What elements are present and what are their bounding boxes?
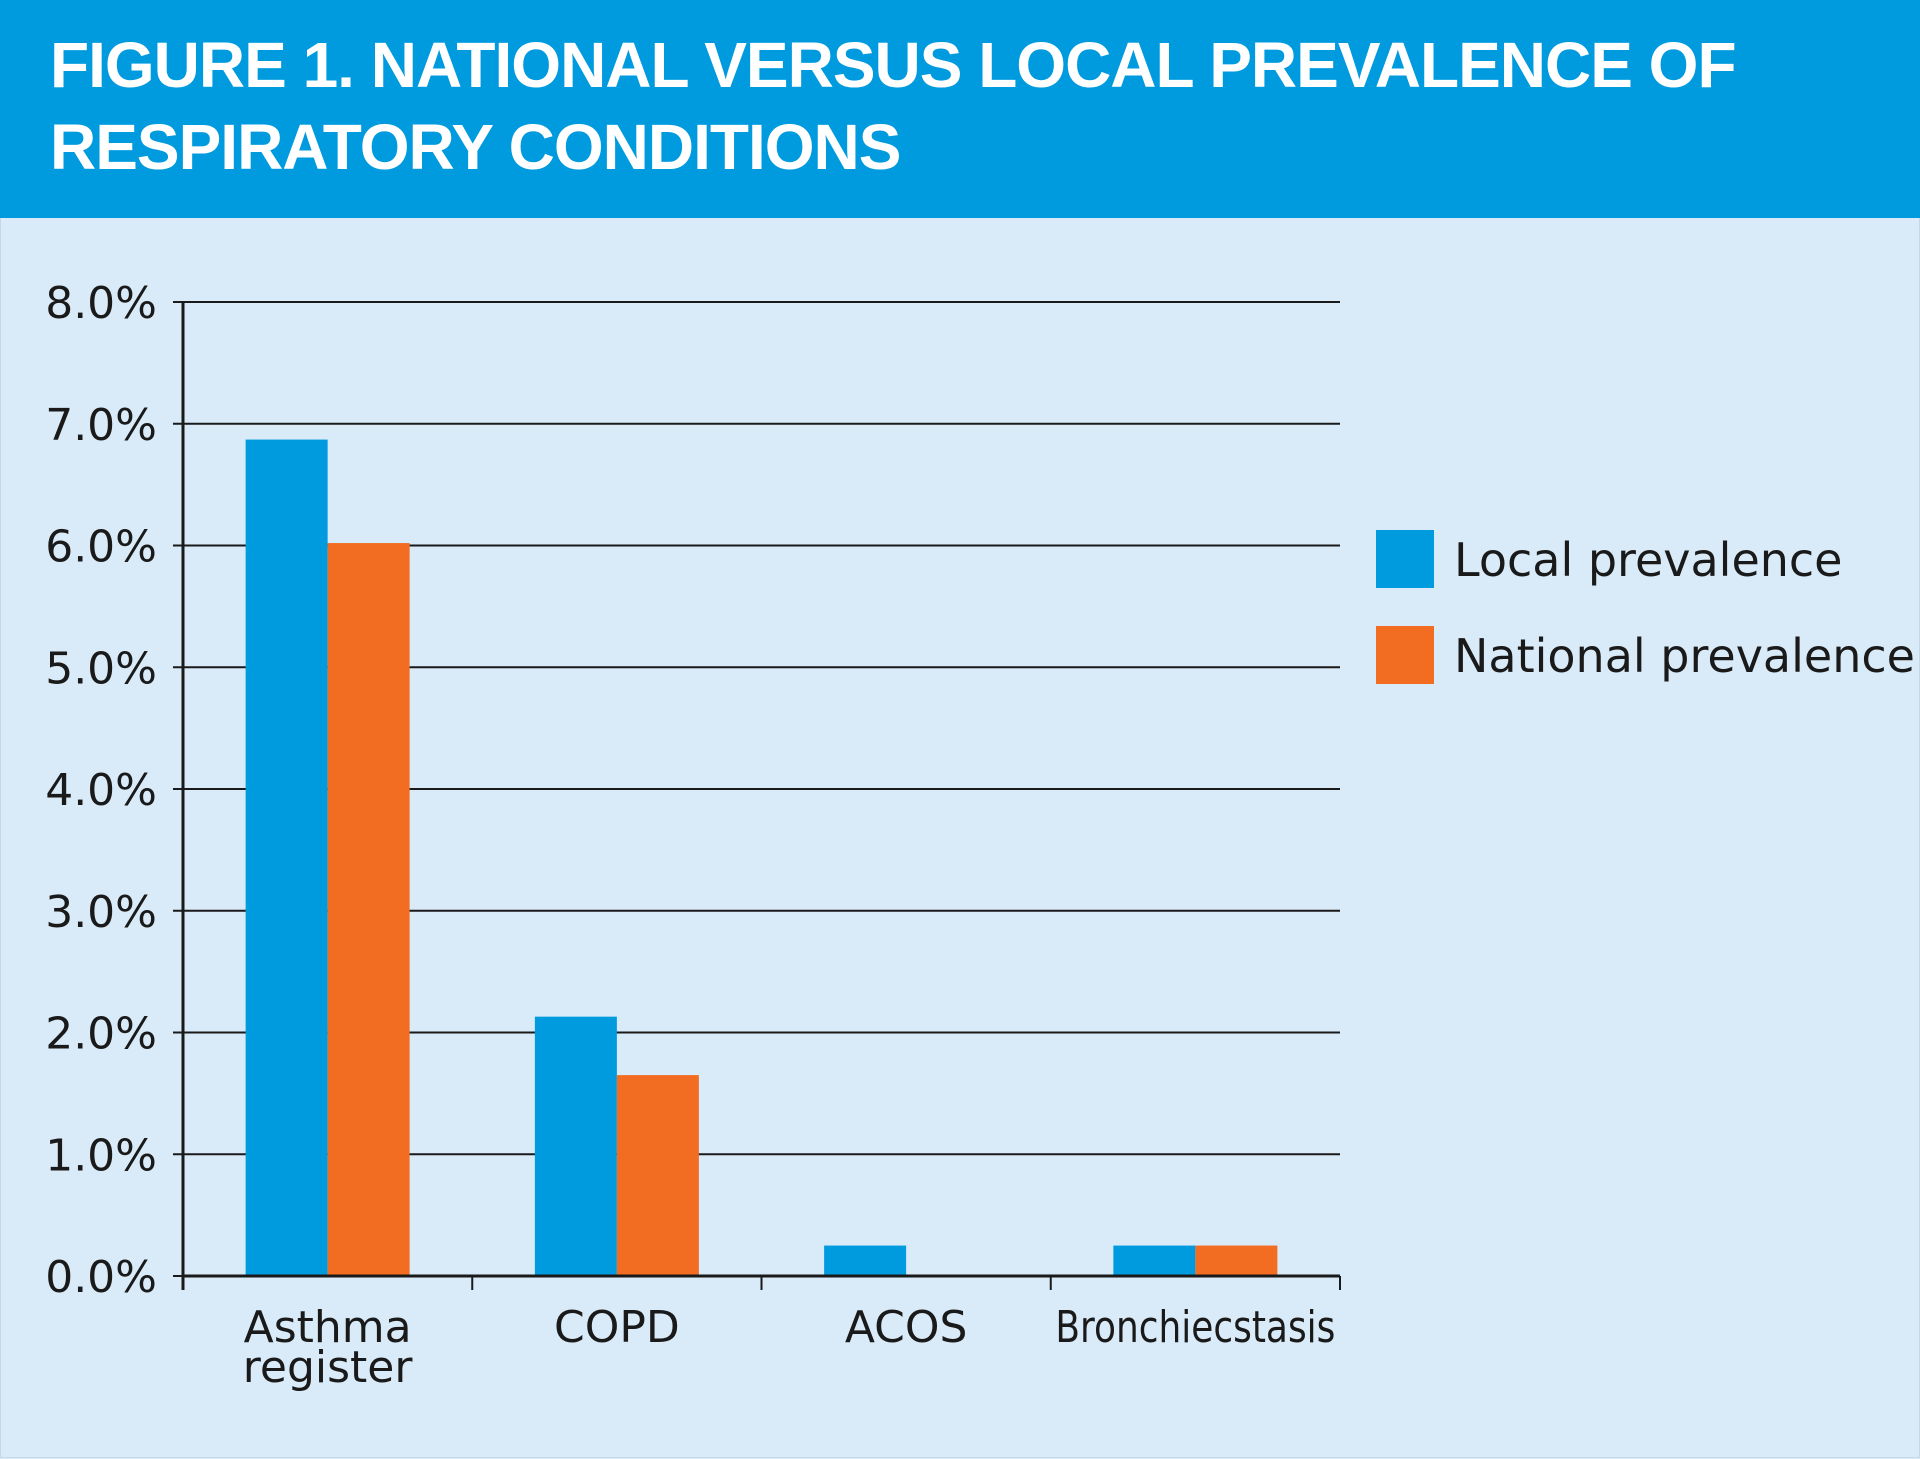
bar-local-prevalence <box>1113 1245 1196 1276</box>
bar-local-prevalence <box>245 439 328 1276</box>
bar-local-prevalence <box>824 1245 907 1276</box>
figure-title-line-2: RESPIRATORY CONDITIONS <box>50 111 901 183</box>
y-tick-label: 3.0% <box>45 887 157 938</box>
bar-national-prevalence <box>616 1075 699 1276</box>
bar-local-prevalence <box>534 1016 617 1276</box>
y-tick-label: 1.0% <box>45 1130 157 1181</box>
y-tick-label: 5.0% <box>45 643 157 694</box>
y-tick-label: 4.0% <box>45 765 157 816</box>
x-tick-label: Asthma <box>244 1302 412 1353</box>
y-tick-label: 8.0% <box>45 278 157 329</box>
legend-swatch <box>1376 530 1434 588</box>
bar-national-prevalence <box>327 543 410 1276</box>
figure-title-line-1: FIGURE 1. NATIONAL VERSUS LOCAL PREVALEN… <box>50 29 1737 101</box>
y-tick-label: 2.0% <box>45 1009 157 1060</box>
y-tick-label: 7.0% <box>45 400 157 451</box>
y-tick-label: 6.0% <box>45 522 157 573</box>
legend-label: National prevalence <box>1454 629 1915 683</box>
x-tick-label: register <box>243 1342 414 1393</box>
legend-swatch <box>1376 626 1434 684</box>
bar-national-prevalence <box>1195 1245 1278 1276</box>
legend-label: Local prevalence <box>1454 533 1842 587</box>
x-tick-label: Bronchiecstasis <box>1055 1302 1335 1353</box>
y-tick-label: 0.0% <box>45 1252 157 1303</box>
x-tick-label: ACOS <box>845 1302 968 1353</box>
x-tick-label: COPD <box>554 1302 680 1353</box>
figure-header: FIGURE 1. NATIONAL VERSUS LOCAL PREVALEN… <box>0 0 1920 218</box>
